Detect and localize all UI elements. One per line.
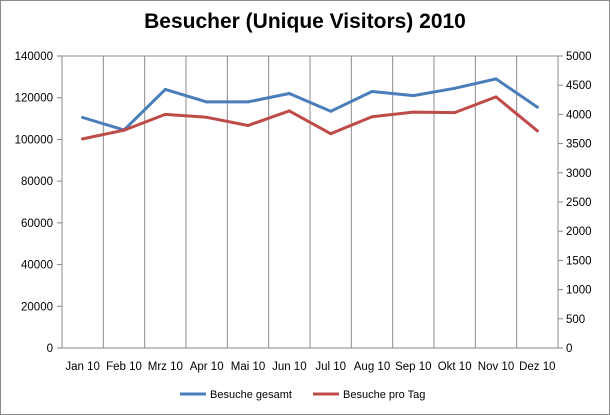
x-tick-label: Nov 10: [478, 361, 514, 373]
chart-title: Besucher (Unique Visitors) 2010: [144, 10, 466, 33]
y-right-tick-label: 5000: [566, 51, 592, 63]
x-tick-label: Aug 10: [354, 361, 390, 373]
y-right-tick-label: 1000: [566, 285, 592, 297]
x-tick-label: Jan 10: [65, 361, 100, 373]
y-right-tick-label: 3000: [566, 168, 592, 180]
y-right-tick-label: 4000: [566, 109, 592, 121]
data-point-series-1: [163, 87, 167, 91]
y-right-tick-label: 0: [566, 343, 572, 355]
y-right-tick-label: 2500: [566, 197, 592, 209]
data-point-series-1: [535, 105, 539, 109]
y-left-tick-label: 140000: [15, 51, 53, 63]
data-point-series-2: [205, 115, 209, 119]
data-point-series-2: [122, 128, 126, 132]
data-point-series-2: [81, 137, 85, 141]
y-left-tick-label: 0: [47, 343, 53, 355]
data-point-series-1: [370, 89, 374, 93]
x-tick-label: Feb 10: [106, 361, 142, 373]
y-left-tick-label: 60000: [21, 218, 53, 230]
y-right-tick-label: 4500: [566, 80, 592, 92]
legend-label-2: Besuche pro Tag: [343, 389, 425, 401]
data-point-series-1: [453, 86, 457, 90]
data-point-series-1: [329, 109, 333, 113]
x-tick-label: Apr 10: [190, 361, 224, 373]
y-left-tick-label: 80000: [21, 176, 53, 188]
data-point-series-1: [494, 77, 498, 81]
data-point-series-1: [205, 100, 209, 104]
y-right-tick-label: 2000: [566, 226, 592, 238]
data-point-series-1: [411, 94, 415, 98]
data-point-series-2: [370, 115, 374, 119]
data-point-series-2: [287, 109, 291, 113]
x-tick-label: Okt 10: [438, 361, 472, 373]
x-tick-label: Jun 10: [272, 361, 307, 373]
data-point-series-2: [163, 112, 167, 116]
data-point-series-2: [246, 123, 250, 127]
data-point-series-2: [494, 95, 498, 99]
x-tick-label: Jul 10: [315, 361, 346, 373]
data-point-series-2: [329, 132, 333, 136]
data-point-series-2: [411, 110, 415, 114]
data-point-series-1: [246, 100, 250, 104]
y-right-tick-label: 500: [566, 314, 585, 326]
legend-label-1: Besuche gesamt: [210, 389, 292, 401]
x-tick-label: Dez 10: [519, 361, 555, 373]
x-tick-label: Sep 10: [395, 361, 431, 373]
x-tick-label: Mai 10: [231, 361, 266, 373]
y-left-tick-label: 40000: [21, 260, 53, 272]
data-point-series-1: [287, 92, 291, 96]
y-left-tick-label: 100000: [15, 134, 53, 146]
y-right-tick-label: 3500: [566, 139, 592, 151]
data-point-series-2: [453, 111, 457, 115]
y-left-tick-label: 120000: [15, 93, 53, 105]
y-right-tick-label: 1500: [566, 255, 592, 267]
series-line-2: [81, 95, 539, 141]
data-point-series-1: [81, 116, 85, 120]
y-left-tick-label: 20000: [21, 301, 53, 313]
x-tick-label: Mrz 10: [148, 361, 183, 373]
series-line-1: [81, 77, 539, 132]
data-point-series-2: [535, 129, 539, 133]
